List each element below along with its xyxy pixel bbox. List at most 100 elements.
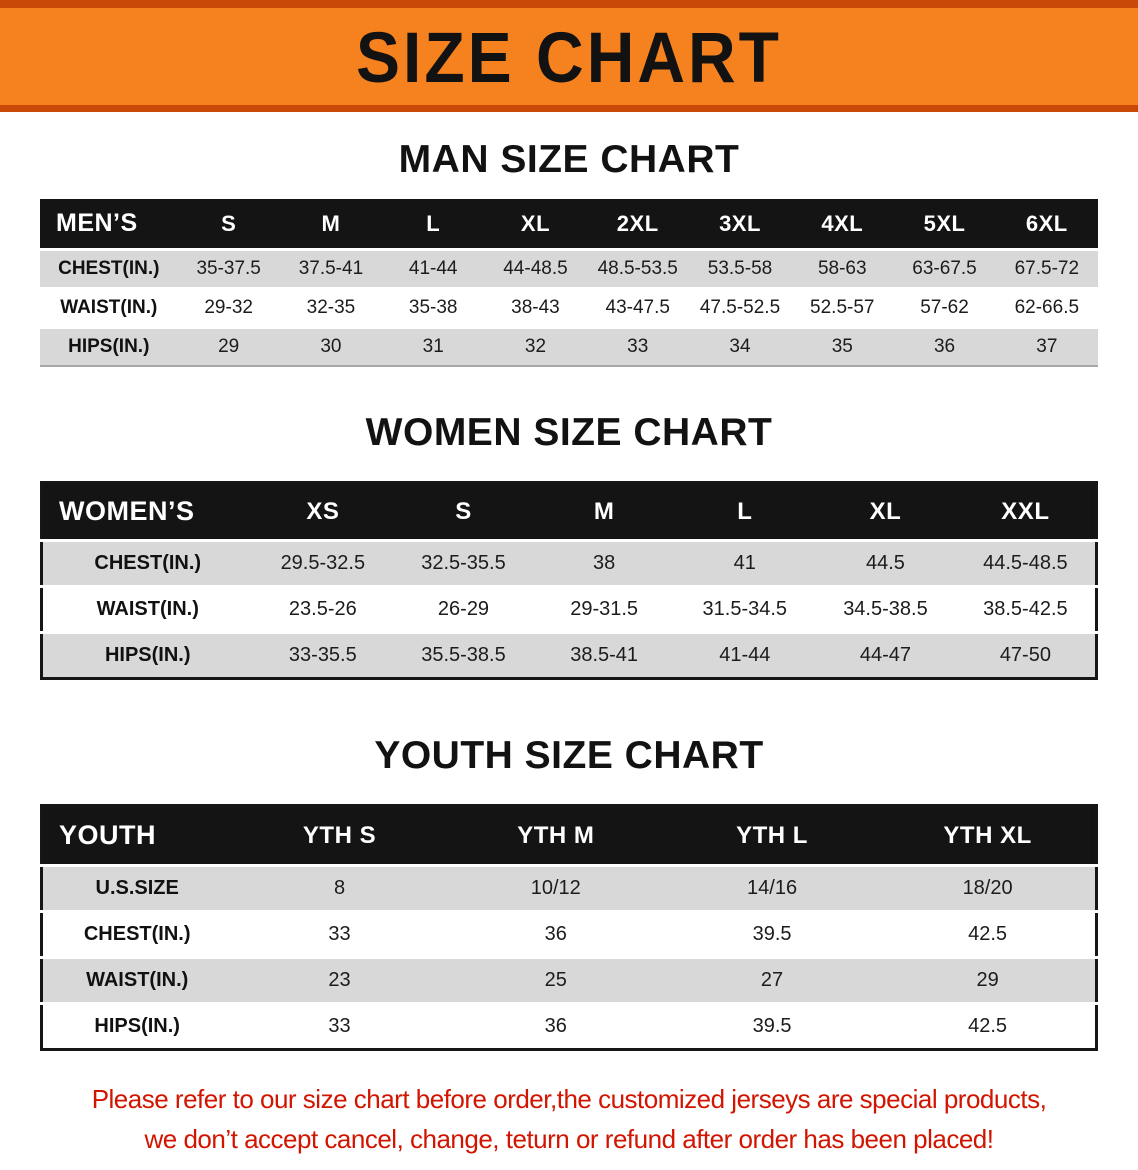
size-value: 67.5-72 (1014, 258, 1080, 279)
size-value: 33 (627, 336, 649, 357)
size-value: 38 (593, 552, 616, 574)
size-value: 29-31.5 (570, 598, 639, 620)
youth-size-header: YTH M (447, 805, 664, 866)
size-value: 62-66.5 (1014, 297, 1080, 318)
men-section-heading: MAN SIZE CHART (398, 138, 740, 181)
row-label: U.S.SIZE (95, 877, 179, 899)
row-label: CHEST(IN.) (94, 552, 202, 574)
size-value: 8 (333, 877, 346, 899)
size-value: 32 (524, 336, 547, 357)
size-value: 34 (729, 336, 751, 357)
men-size-header: S (177, 199, 280, 250)
row-label: WAIST(IN.) (96, 598, 199, 620)
size-value: 29-32 (204, 297, 253, 318)
size-value: 32-35 (306, 297, 356, 318)
size-value: 30 (320, 336, 342, 357)
size-value: 53.5-58 (707, 258, 773, 279)
men-size-header: 6XL (995, 199, 1098, 250)
size-value: 27 (760, 969, 784, 991)
size-value: 39.5 (752, 923, 792, 945)
size-value: 29.5-32.5 (280, 552, 366, 574)
size-value: 23.5-26 (288, 598, 357, 620)
size-value: 33 (328, 1015, 351, 1037)
size-value: 10/12 (530, 877, 581, 899)
men-size-table: MEN’S S M L XL 2XL 3XL 4XL 5XL 6XL CHEST(IN.) 35-37… (40, 199, 1098, 367)
women-header-row: WOMEN’S XS S M L XL XXL (41, 482, 1097, 541)
size-value: 26-29 (437, 598, 490, 620)
women-table-title: WOMEN’S (41, 482, 253, 541)
women-size-header: XXL (955, 482, 1097, 541)
disclaimer-line-1: Please refer to our size chart before or… (91, 1084, 1047, 1114)
size-value: 35.5-38.5 (421, 644, 506, 666)
size-value: 38-43 (511, 297, 560, 318)
size-value: 39.5 (752, 1015, 792, 1037)
youth-size-header: YTH S (231, 805, 448, 866)
size-value: 18/20 (962, 877, 1013, 899)
size-value: 44.5-48.5 (983, 552, 1068, 574)
women-size-header: M (533, 482, 675, 541)
women-size-header: S (393, 482, 534, 541)
women-size-header: XL (815, 482, 956, 541)
size-value: 52.5-57 (810, 297, 875, 318)
youth-size-header: YTH L (663, 805, 881, 866)
size-value: 37.5-41 (298, 258, 364, 279)
men-size-header: M (279, 199, 383, 250)
size-value: 38.5-42.5 (983, 598, 1068, 620)
size-value: 36 (544, 1015, 567, 1037)
row-label: HIPS(IN.) (104, 644, 191, 666)
men-size-header: 3XL (688, 199, 792, 250)
size-value: 44.5 (865, 552, 905, 574)
size-value: 31.5-34.5 (702, 598, 788, 620)
size-value: 32.5-35.5 (421, 552, 506, 574)
size-value: 44-47 (859, 644, 912, 666)
size-value: 63-67.5 (912, 258, 977, 279)
men-size-header: L (382, 199, 485, 250)
size-value: 58-63 (817, 258, 867, 279)
size-chart-banner: SIZE CHART (0, 0, 1138, 112)
size-value: 41 (733, 552, 756, 574)
youth-table-row: WAIST(IN.) 23 25 27 29 (41, 957, 1097, 1004)
size-value: 34.5-38.5 (843, 598, 928, 620)
men-header-row: MEN’S S M L XL 2XL 3XL 4XL 5XL 6XL (40, 199, 1098, 250)
size-value: 31 (422, 336, 444, 357)
page-title: SIZE CHART (356, 16, 782, 97)
men-table-title: MEN’S (40, 199, 178, 250)
youth-table-row: HIPS(IN.) 33 36 39.5 42.5 (41, 1003, 1097, 1050)
youth-table-row: CHEST(IN.) 33 36 39.5 42.5 (41, 911, 1097, 958)
size-value: 29 (976, 969, 999, 991)
women-size-header: L (674, 482, 816, 541)
women-table-row: CHEST(IN.) 29.5-32.5 32.5-35.5 38 41 44.5 44.5… (41, 540, 1097, 587)
size-value: 29 (218, 336, 240, 357)
women-size-table: WOMEN’S XS S M L XL XXL CHEST(IN.) 29.5-32.5 32.5… (40, 481, 1098, 680)
row-label: CHEST(IN.) (58, 258, 160, 279)
youth-section-heading: YOUTH SIZE CHART (374, 734, 764, 777)
youth-size-table: YOUTH YTH S YTH M YTH L YTH XL U.S.SIZE 8 10/12… (40, 804, 1098, 1051)
youth-size-header: YTH XL (880, 805, 1097, 866)
size-value: 44-48.5 (503, 258, 568, 279)
row-label: WAIST(IN.) (60, 297, 158, 318)
size-value: 14/16 (747, 877, 798, 899)
size-value: 41-44 (408, 258, 458, 279)
size-value: 47.5-52.5 (699, 297, 781, 318)
row-label: CHEST(IN.) (83, 923, 191, 945)
men-size-header: 5XL (893, 199, 996, 250)
disclaimer-text: Please refer to our size chart before or… (13, 1079, 1125, 1160)
youth-table-row: U.S.SIZE 8 10/12 14/16 18/20 (41, 865, 1097, 912)
men-size-header: 4XL (791, 199, 894, 250)
size-value: 36 (933, 336, 956, 357)
youth-header-row: YOUTH YTH S YTH M YTH L YTH XL (41, 805, 1097, 866)
size-value: 42.5 (968, 1015, 1008, 1037)
row-label: WAIST(IN.) (86, 969, 189, 991)
men-table-row: HIPS(IN.) 29 30 31 32 33 34 35 36 37 (40, 327, 1098, 366)
size-value: 38.5-41 (570, 644, 639, 666)
size-value: 33 (328, 923, 351, 945)
women-table-row: WAIST(IN.) 23.5-26 26-29 29-31.5 31.5-34.5 34… (41, 586, 1097, 633)
size-value: 43-47.5 (605, 297, 670, 318)
size-value: 48.5-53.5 (597, 258, 678, 279)
size-value: 23 (328, 969, 351, 991)
size-value: 42.5 (968, 923, 1008, 945)
size-value: 25 (544, 969, 567, 991)
women-table-row: HIPS(IN.) 33-35.5 35.5-38.5 38.5-41 41-44 44-… (41, 632, 1097, 679)
men-size-header: 2XL (586, 199, 689, 250)
men-size-header: XL (484, 199, 587, 250)
